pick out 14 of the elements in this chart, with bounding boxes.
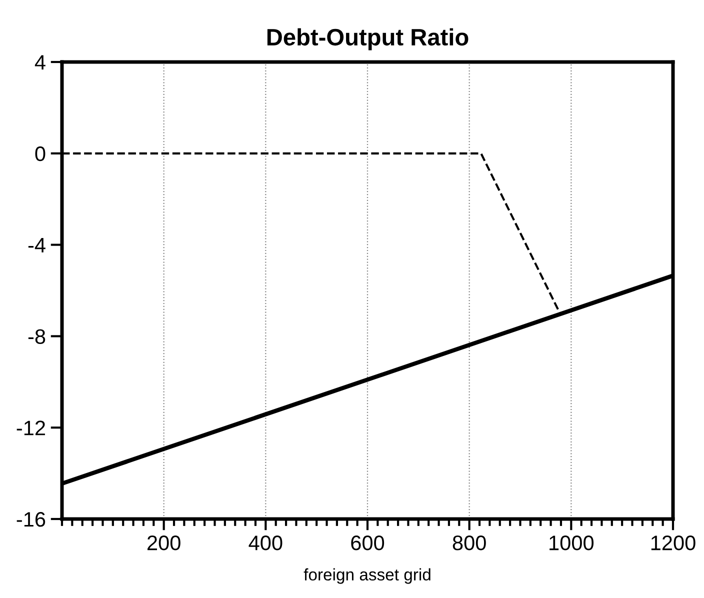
y-tick-label: -16 xyxy=(16,512,46,527)
y-tick-label: 4 xyxy=(34,55,46,70)
chart-title: Debt-Output Ratio xyxy=(267,28,468,50)
x-tick-label: 200 xyxy=(148,536,180,550)
x-tick-label: 800 xyxy=(452,536,486,550)
y-tick-label: -8 xyxy=(28,329,46,344)
x-tick-label: 1000 xyxy=(550,536,594,550)
x-axis-title: foreign asset grid xyxy=(304,568,430,584)
x-tick-label: 1200 xyxy=(651,536,696,550)
y-tick-label: -12 xyxy=(16,420,45,436)
y-tick-label: -4 xyxy=(28,238,46,252)
x-tick-label: 400 xyxy=(248,536,282,550)
y-tick-label: 0 xyxy=(35,146,46,162)
x-tick-label: 600 xyxy=(351,536,384,550)
